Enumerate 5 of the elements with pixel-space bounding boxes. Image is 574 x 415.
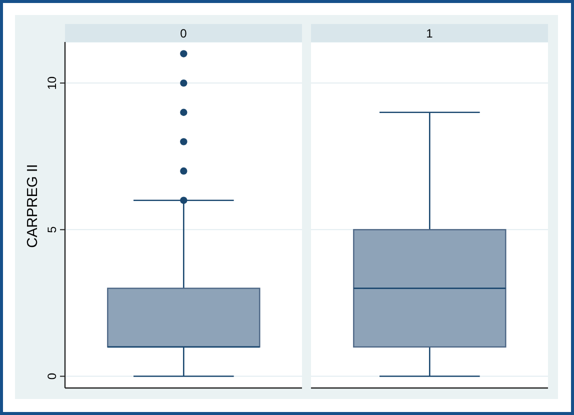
y-axis-title: CARPREG II [25, 164, 41, 248]
y-tick-label: 0 [45, 372, 59, 380]
y-tick-label: 5 [45, 226, 59, 234]
x-tick-label: 1 [426, 26, 434, 40]
y-tick-label: 10 [45, 76, 59, 90]
